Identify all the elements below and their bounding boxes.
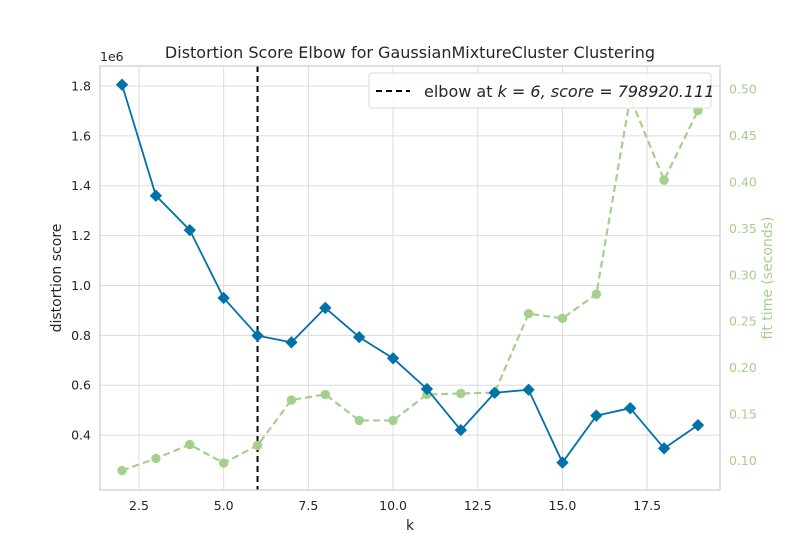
fit-time-line [121, 96, 699, 472]
x-tick-label: 10.0 [379, 498, 407, 513]
fit-time-point [388, 415, 398, 426]
distortion-point [522, 383, 535, 396]
legend: elbow at k = 6, score = 798920.111 [368, 72, 714, 109]
series-layer [115, 78, 705, 476]
distortion-point [251, 329, 264, 342]
distortion-point [488, 386, 501, 399]
y2-tick-label: 0.10 [729, 453, 757, 468]
x-tick-label: 5.0 [214, 498, 234, 513]
y2-tick-label: 0.45 [729, 128, 757, 143]
distortion-point [115, 78, 129, 91]
y-axis-ticks: 0.4 0.6 0.8 1.0 1.2 1.4 1.6 1.8 [71, 78, 91, 442]
fit-time-point [523, 309, 534, 319]
y2-tick-label: 0.35 [729, 221, 757, 236]
distortion-point [149, 189, 163, 202]
y2-axis-ticks: 0.10 0.15 0.20 0.25 0.30 0.35 0.40 0.45 0.50 [729, 82, 757, 468]
distortion-point [217, 291, 230, 305]
x-axis-ticks: 2.5 5.0 7.5 10.0 12.5 15.0 17.5 [129, 498, 661, 513]
chart-title: Distortion Score Elbow for GaussianMixtu… [165, 43, 655, 62]
fit-time-point [117, 465, 127, 476]
legend-elbow-label: elbow at k = 6, score = 798920.111 [424, 82, 714, 101]
fit-time-point [185, 439, 195, 450]
fit-time-point [354, 415, 364, 426]
fit-time-point [218, 458, 229, 468]
y-tick-label: 1.6 [71, 128, 91, 143]
y-tick-label: 1.4 [71, 178, 91, 193]
y2-tick-label: 0.50 [729, 82, 757, 97]
y2-axis-title: fit time (seconds) [760, 217, 776, 340]
y2-tick-label: 0.25 [729, 314, 757, 329]
y-tick-label: 1.8 [71, 78, 91, 93]
grid-lines [100, 66, 720, 490]
fit-time-point [320, 389, 331, 400]
y-offset-label: 1e6 [100, 49, 124, 64]
distortion-point [183, 223, 196, 237]
fit-time-point [456, 388, 466, 399]
distortion-point [319, 301, 332, 315]
x-tick-label: 17.5 [633, 498, 661, 513]
y-tick-label: 0.6 [71, 378, 91, 393]
y2-tick-label: 0.30 [729, 267, 757, 282]
fit-time-point [557, 313, 568, 324]
distortion-point [556, 456, 569, 469]
y2-tick-label: 0.15 [729, 406, 757, 421]
y-axis-title: distortion score [49, 224, 65, 333]
y-tick-label: 0.4 [71, 428, 91, 443]
distortion-point [691, 418, 705, 432]
distortion-point [420, 382, 434, 396]
fit-time-point [252, 440, 263, 451]
legend-elbow-prefix: elbow at [424, 82, 498, 101]
fit-time-point [151, 453, 161, 464]
legend-box [368, 72, 712, 109]
fit-time-point [659, 175, 669, 185]
distortion-point [353, 330, 366, 344]
x-tick-label: 12.5 [464, 498, 492, 513]
legend-elbow-math: k = 6, score = 798920.111 [498, 82, 715, 101]
distortion-point [386, 352, 400, 365]
distortion-point [590, 409, 603, 422]
x-tick-label: 2.5 [129, 498, 149, 513]
y-tick-label: 1.0 [71, 278, 91, 293]
distortion-line [121, 84, 699, 464]
y-tick-label: 0.8 [71, 328, 91, 343]
y2-tick-label: 0.20 [729, 360, 757, 375]
y2-tick-label: 0.40 [729, 174, 757, 189]
distortion-point [657, 442, 671, 455]
distortion-point [454, 423, 467, 437]
distortion-point [285, 336, 298, 349]
x-axis-title: k [406, 518, 415, 534]
y-tick-label: 1.2 [71, 228, 91, 243]
distortion-point [624, 402, 637, 415]
plot-area [100, 66, 720, 490]
plot-frame [99, 65, 721, 491]
fit-time-point [286, 395, 297, 405]
x-tick-label: 15.0 [549, 498, 577, 513]
x-tick-label: 7.5 [298, 498, 318, 513]
fit-time-point [591, 289, 602, 299]
